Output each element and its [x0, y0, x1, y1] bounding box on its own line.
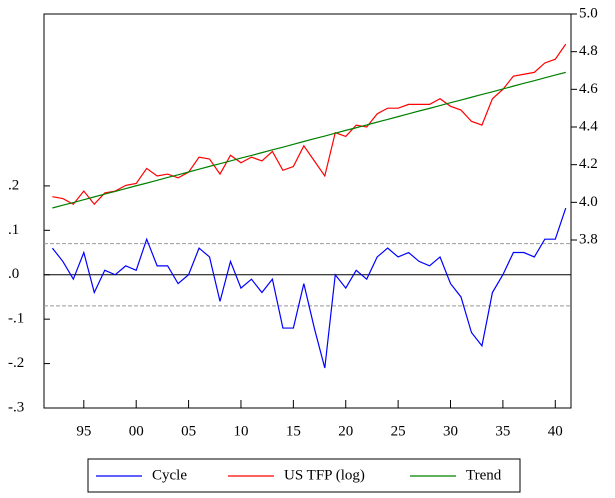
series-line [52, 43, 567, 206]
legend-label: Trend [466, 467, 502, 483]
y2-tick-label: 4.0 [579, 194, 598, 210]
x-tick-label: 00 [129, 423, 144, 439]
y-tick-label: -.2 [8, 355, 24, 371]
x-tick-label: 05 [181, 423, 196, 439]
y-tick-label: .2 [8, 177, 19, 193]
x-tick-label: 20 [338, 423, 353, 439]
series-line [51, 207, 567, 369]
x-tick-label: 25 [391, 423, 406, 439]
y-tick-label: -.1 [8, 311, 24, 327]
x-tick-label: 35 [495, 423, 510, 439]
y2-tick-label: 4.8 [579, 43, 598, 59]
y2-tick-label: 5.0 [579, 5, 598, 21]
plot-frame [43, 13, 572, 409]
x-tick-label: 40 [548, 423, 563, 439]
legend-box [87, 458, 521, 493]
series-line [52, 71, 566, 209]
y-tick-label: -.3 [8, 399, 24, 415]
x-tick-label: 10 [233, 423, 248, 439]
x-tick-label: 15 [286, 423, 301, 439]
legend-label: Cycle [152, 467, 187, 483]
y-tick-label: .0 [8, 266, 19, 282]
y-tick-label: .1 [8, 222, 19, 238]
y2-tick-label: 4.4 [579, 118, 598, 134]
x-tick-label: 95 [76, 423, 91, 439]
y2-tick-label: 4.2 [579, 156, 598, 172]
legend-label: US TFP (log) [284, 467, 365, 483]
y2-tick-label: 3.8 [579, 231, 598, 247]
x-tick-label: 30 [443, 423, 458, 439]
y2-tick-label: 4.6 [579, 81, 598, 97]
